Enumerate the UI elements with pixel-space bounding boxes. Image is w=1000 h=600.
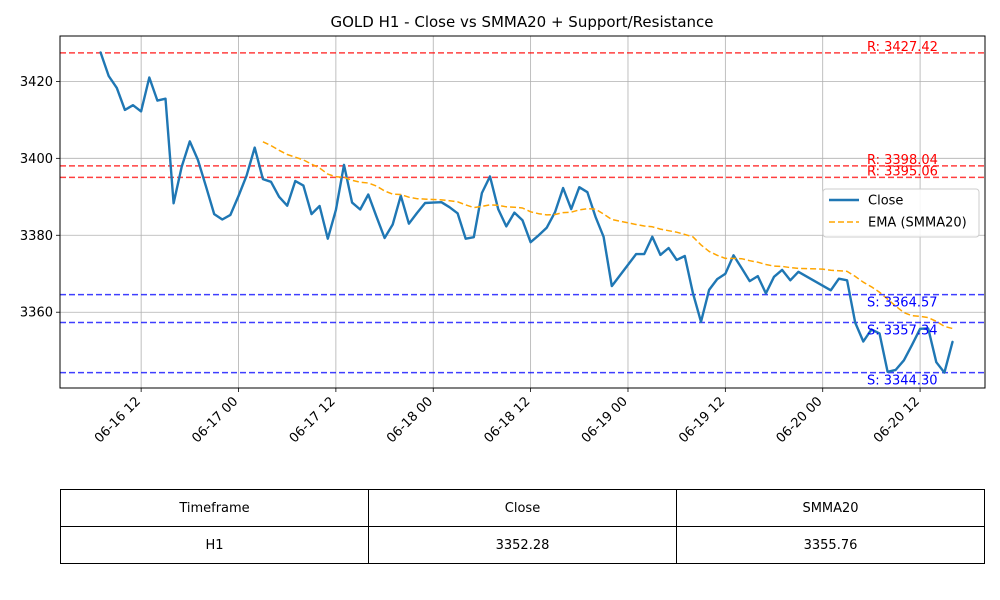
y-tick-label: 3360 — [20, 306, 53, 321]
x-tick-label: 06-20 00 — [774, 394, 826, 446]
x-tick-label: 06-17 00 — [189, 394, 241, 446]
legend: Close EMA (SMMA20) — [822, 188, 980, 238]
chart-svg: GOLD H1 - Close vs SMMA20 + Support/Resi… — [20, 13, 986, 446]
resistance-label: R: 3398.04 — [867, 153, 938, 168]
resistance-label: R: 3395.06 — [867, 164, 938, 179]
chart-title: GOLD H1 - Close vs SMMA20 + Support/Resi… — [330, 13, 713, 31]
support-label: S: 3364.57 — [867, 296, 938, 311]
tick-layer: 06-16 12 06-17 00 06-17 12 06-18 00 06-18 12… — [20, 75, 923, 446]
table-header-timeframe: Timeframe — [60, 489, 369, 527]
table-cell-smma20: 3355.76 — [676, 526, 985, 564]
table-row: H1 3352.28 3355.76 — [60, 526, 985, 564]
y-tick-label: 3380 — [20, 229, 53, 244]
table-header-smma20: SMMA20 — [676, 489, 985, 527]
legend-label: EMA (SMMA20) — [868, 216, 967, 231]
y-tick-label: 3420 — [20, 75, 53, 90]
level-layer — [60, 52, 985, 374]
x-tick-label: 06-19 12 — [676, 394, 728, 446]
table-header-row: Timeframe Close SMMA20 — [60, 489, 985, 527]
summary-table: Timeframe Close SMMA20 H1 3352.28 3355.7… — [60, 489, 985, 564]
table-header-close: Close — [368, 489, 677, 527]
table-cell-timeframe: H1 — [60, 526, 369, 564]
x-tick-label: 06-17 12 — [287, 394, 339, 446]
x-tick-label: 06-19 00 — [579, 394, 631, 446]
support-label: S: 3344.30 — [867, 374, 938, 389]
x-tick-label: 06-16 12 — [92, 394, 144, 446]
level-label-layer: R: 3427.42 R: 3398.04R: 3395.06 S: 3364.57… — [867, 40, 938, 389]
legend-box — [822, 188, 980, 238]
table-cell-close: 3352.28 — [368, 526, 677, 564]
x-tick-label: 06-18 12 — [482, 394, 534, 446]
legend-label: Close — [868, 194, 903, 209]
series-layer — [99, 51, 954, 374]
series-line-close — [99, 51, 954, 374]
plot-frame — [59, 35, 986, 389]
x-tick-label: 06-20 12 — [871, 394, 923, 446]
support-label: S: 3357.34 — [867, 323, 938, 338]
y-tick-label: 3400 — [20, 152, 53, 167]
series-line-smma20 — [262, 141, 953, 330]
x-tick-label: 06-18 00 — [384, 394, 436, 446]
resistance-label: R: 3427.42 — [867, 40, 938, 55]
